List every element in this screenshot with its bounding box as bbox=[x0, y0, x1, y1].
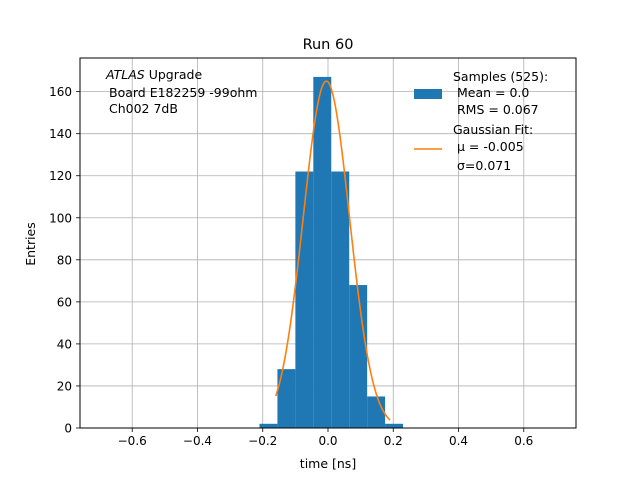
annotation-board: Board E182259 -99ohm bbox=[109, 85, 257, 100]
y-tick-label: 160 bbox=[49, 85, 72, 99]
legend-samples-label: Samples (525): bbox=[453, 69, 548, 84]
x-tick-label: −0.6 bbox=[118, 434, 147, 448]
y-tick-label: 100 bbox=[49, 211, 72, 225]
x-tick-label: 0.2 bbox=[384, 434, 403, 448]
x-axis-label: time [ns] bbox=[300, 456, 356, 471]
x-axis-ticks: −0.6 −0.4 −0.2 0.0 0.2 0.4 0.6 bbox=[118, 428, 533, 448]
y-tick-label: 140 bbox=[49, 127, 72, 141]
histogram-bar bbox=[313, 76, 332, 428]
x-tick-label: 0.4 bbox=[449, 434, 468, 448]
legend-samples-swatch bbox=[414, 89, 442, 99]
legend-samples-rms: RMS = 0.067 bbox=[457, 102, 539, 117]
legend-fit-label: Gaussian Fit: bbox=[453, 122, 533, 137]
histogram-bars bbox=[259, 76, 404, 429]
histogram-bar bbox=[385, 423, 404, 428]
atlas-annotation: ATLAS Upgrade Board E182259 -99ohm Ch002… bbox=[105, 67, 257, 116]
y-axis-ticks: 0 20 40 60 80 100 120 140 160 bbox=[49, 85, 80, 436]
x-tick-label: 0.0 bbox=[318, 434, 337, 448]
legend-samples-mean: Mean = 0.0 bbox=[457, 85, 529, 100]
chart-title: Run 60 bbox=[303, 37, 354, 53]
y-axis-label: Entries bbox=[23, 222, 38, 266]
gaussian-fit bbox=[275, 80, 391, 421]
legend-fit-mu: μ = -0.005 bbox=[457, 139, 524, 154]
histogram-bar bbox=[277, 369, 296, 428]
histogram-bar bbox=[295, 171, 314, 429]
legend: Samples (525): Mean = 0.0 RMS = 0.067 Ga… bbox=[414, 69, 548, 173]
y-tick-label: 20 bbox=[57, 379, 72, 393]
y-tick-label: 40 bbox=[57, 337, 72, 351]
histogram-bar bbox=[367, 396, 386, 428]
annotation-upgrade: Upgrade bbox=[145, 67, 203, 82]
annotation-atlas: ATLAS bbox=[105, 67, 145, 82]
legend-fit-sigma: σ=0.071 bbox=[457, 158, 511, 173]
histogram-bar bbox=[259, 423, 278, 428]
histogram-bar bbox=[331, 171, 350, 429]
y-tick-label: 60 bbox=[57, 295, 72, 309]
gaussian-fit-curve bbox=[275, 80, 391, 421]
x-tick-label: −0.4 bbox=[183, 434, 212, 448]
x-tick-label: −0.2 bbox=[248, 434, 277, 448]
y-tick-label: 0 bbox=[64, 422, 72, 436]
y-tick-label: 80 bbox=[57, 253, 72, 267]
x-tick-label: 0.6 bbox=[514, 434, 533, 448]
y-tick-label: 120 bbox=[49, 169, 72, 183]
annotation-line-1: ATLAS Upgrade bbox=[105, 67, 202, 82]
annotation-channel: Ch002 7dB bbox=[109, 101, 178, 116]
histogram-bar bbox=[349, 285, 368, 428]
